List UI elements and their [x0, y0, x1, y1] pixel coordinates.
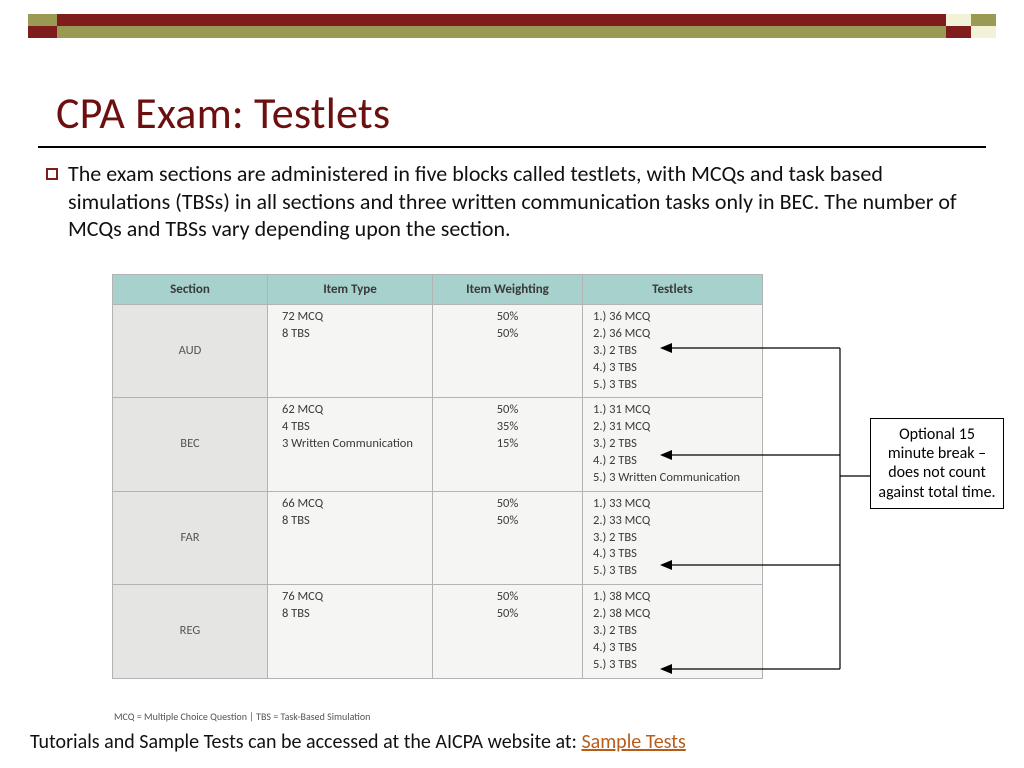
testlets-cell: 1.) 36 MCQ2.) 36 MCQ3.) 2 TBS4.) 3 TBS5.… [583, 305, 763, 398]
weighting-cell: 50%50% [433, 491, 583, 584]
item-type-cell: 66 MCQ 8 TBS [268, 491, 433, 584]
table-row: BEC62 MCQ 4 TBS 3 Written Communication5… [113, 398, 763, 491]
intro-text: The exam sections are administered in fi… [68, 160, 978, 243]
table-header: Item Type [268, 275, 433, 305]
section-cell: REG [113, 585, 268, 678]
page-title: CPA Exam: Testlets [56, 86, 390, 140]
testlets-table: SectionItem TypeItem WeightingTestlets A… [112, 274, 763, 679]
item-type-cell: 62 MCQ 4 TBS 3 Written Communication [268, 398, 433, 491]
footer-prefix: Tutorials and Sample Tests can be access… [30, 730, 581, 754]
break-callout: Optional 15 minute break – does not coun… [870, 418, 1004, 509]
item-type-cell: 76 MCQ 8 TBS [268, 585, 433, 678]
weighting-cell: 50%35%15% [433, 398, 583, 491]
decorative-top-bars [28, 14, 996, 38]
table-legend: MCQ = Multiple Choice Question | TBS = T… [114, 710, 370, 723]
section-cell: AUD [113, 305, 268, 398]
table-header: Testlets [583, 275, 763, 305]
testlets-cell: 1.) 33 MCQ2.) 33 MCQ3.) 2 TBS4.) 3 TBS5.… [583, 491, 763, 584]
weighting-cell: 50%50% [433, 305, 583, 398]
table-row: REG76 MCQ 8 TBS50%50%1.) 38 MCQ2.) 38 MC… [113, 585, 763, 678]
section-cell: BEC [113, 398, 268, 491]
table-header: Item Weighting [433, 275, 583, 305]
testlets-cell: 1.) 31 MCQ2.) 31 MCQ3.) 2 TBS4.) 2 TBS5.… [583, 398, 763, 491]
section-cell: FAR [113, 491, 268, 584]
table-row: FAR66 MCQ 8 TBS50%50%1.) 33 MCQ2.) 33 MC… [113, 491, 763, 584]
weighting-cell: 50%50% [433, 585, 583, 678]
square-bullet-icon [46, 168, 58, 180]
sample-tests-link[interactable]: Sample Tests [581, 730, 685, 754]
table-header: Section [113, 275, 268, 305]
table-row: AUD72 MCQ 8 TBS50%50%1.) 36 MCQ2.) 36 MC… [113, 305, 763, 398]
testlets-cell: 1.) 38 MCQ2.) 38 MCQ3.) 2 TBS4.) 3 TBS5.… [583, 585, 763, 678]
intro-bullet: The exam sections are administered in fi… [46, 160, 978, 243]
item-type-cell: 72 MCQ 8 TBS [268, 305, 433, 398]
title-underline [38, 146, 986, 148]
footer-text: Tutorials and Sample Tests can be access… [30, 730, 686, 754]
